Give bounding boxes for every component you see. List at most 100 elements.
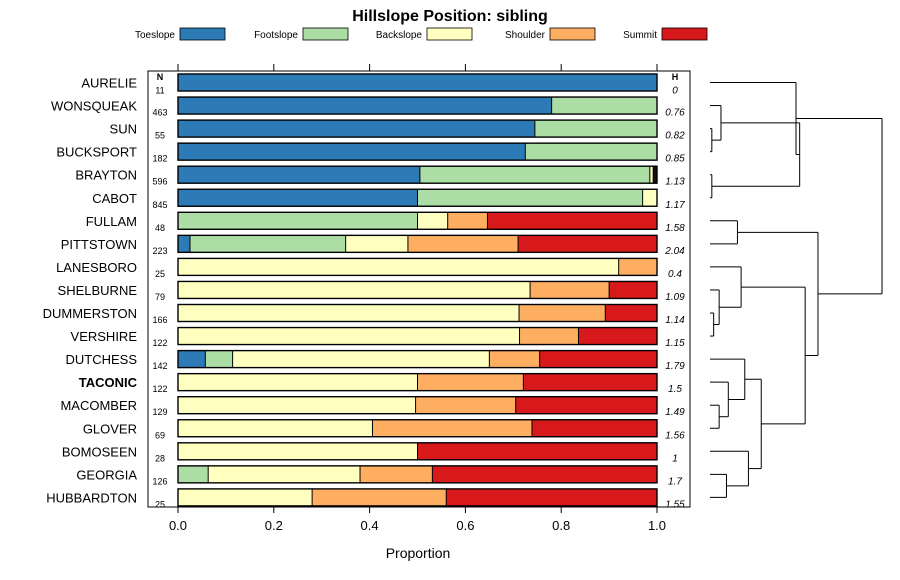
n-value: 223 bbox=[152, 246, 167, 256]
h-value: 0.85 bbox=[665, 154, 685, 165]
bar-segment-backslope bbox=[642, 189, 657, 207]
bar-segment-summit bbox=[523, 373, 657, 391]
bar-outline bbox=[177, 188, 658, 207]
h-value: 1.5 bbox=[668, 384, 682, 395]
bar-segment-backslope bbox=[417, 212, 448, 230]
h-value: 1 bbox=[672, 453, 678, 464]
category-label: TACONIC bbox=[79, 375, 138, 390]
x-tick-label: 0.4 bbox=[361, 518, 379, 533]
n-value: 122 bbox=[152, 338, 167, 348]
bar-outline bbox=[177, 165, 658, 184]
bar-row: AURELIE 11 0 bbox=[81, 73, 678, 97]
bar-segment-footslope bbox=[525, 143, 657, 161]
bar-outline bbox=[177, 280, 658, 300]
bar-outline bbox=[177, 419, 658, 438]
h-value: 1.17 bbox=[665, 200, 685, 211]
bar-segment-shoulder bbox=[312, 488, 447, 506]
bar-segment-summit bbox=[609, 281, 657, 299]
bar-segment-backslope bbox=[178, 396, 416, 414]
bar-segment-backslope bbox=[178, 281, 531, 299]
bar-segment-toeslope bbox=[178, 97, 552, 115]
bar-segment-summit bbox=[417, 442, 657, 460]
bar-segment-summit bbox=[539, 350, 657, 368]
h-value: 0 bbox=[672, 86, 678, 97]
bar-segment-footslope bbox=[178, 465, 209, 483]
h-value: 1.56 bbox=[665, 430, 685, 441]
category-label: VERSHIRE bbox=[71, 329, 138, 344]
n-value: 55 bbox=[155, 131, 165, 141]
bar-segment-backslope bbox=[232, 350, 490, 368]
bar-row: GLOVER 69 1.56 bbox=[83, 419, 685, 441]
category-label: DUTCHESS bbox=[65, 352, 137, 367]
bar-segment-shoulder bbox=[417, 373, 524, 391]
bar-segment-footslope bbox=[205, 350, 233, 368]
n-value: 129 bbox=[152, 407, 167, 417]
bar-row: SHELBURNE 79 1.09 bbox=[58, 280, 685, 303]
bar-segment-toeslope bbox=[178, 166, 420, 184]
n-value: 69 bbox=[155, 430, 165, 440]
bar-segment-backslope bbox=[178, 373, 418, 391]
h-value: 0.82 bbox=[665, 131, 685, 142]
n-value: 28 bbox=[155, 453, 165, 463]
bar-segment-summit bbox=[446, 488, 657, 506]
h-value: 1.7 bbox=[668, 476, 682, 487]
bar-segment-footslope bbox=[189, 235, 346, 253]
legend-swatch-footslope bbox=[302, 27, 349, 41]
chart-title: Hillslope Position: sibling bbox=[352, 8, 548, 25]
n-header: N bbox=[157, 72, 164, 82]
legend-swatch-summit bbox=[661, 27, 708, 41]
bar-segment-backslope bbox=[649, 166, 654, 184]
bar-segment-summit bbox=[531, 419, 657, 437]
h-value: 1.49 bbox=[665, 407, 685, 418]
category-label: PITTSTOWN bbox=[61, 237, 137, 252]
bar-row: LANESBORO 25 0.4 bbox=[56, 257, 682, 280]
bar-segment-footslope bbox=[417, 189, 643, 207]
category-label: MACOMBER bbox=[60, 398, 137, 413]
n-value: 79 bbox=[155, 292, 165, 302]
bar-segment-backslope bbox=[178, 304, 520, 322]
bar-segment-summit bbox=[515, 396, 657, 414]
category-label: SUN bbox=[110, 122, 137, 137]
bar-segment-shoulder bbox=[519, 304, 606, 322]
bar-segment-backslope bbox=[178, 442, 418, 460]
bar-row: HUBBARDTON 25 1.55 bbox=[46, 488, 685, 510]
category-label: GLOVER bbox=[83, 421, 137, 436]
bar-outline bbox=[177, 396, 658, 415]
h-value: 0.76 bbox=[665, 108, 685, 119]
category-label: BRAYTON bbox=[75, 168, 137, 183]
bar-outline bbox=[177, 142, 658, 161]
bar-segment-shoulder bbox=[360, 465, 433, 483]
bar-segment-toeslope bbox=[178, 235, 190, 253]
bar-segment-footslope bbox=[178, 212, 418, 230]
dendrogram bbox=[710, 82, 883, 498]
bar-segment-toeslope bbox=[178, 120, 535, 138]
category-label: FULLAM bbox=[86, 214, 137, 229]
category-label: LANESBORO bbox=[56, 260, 137, 275]
h-value: 1.58 bbox=[665, 223, 685, 234]
legend: Toeslope Footslope Backslope Shoulder Summit bbox=[135, 27, 708, 41]
bar-segment-summit bbox=[605, 304, 657, 322]
bar-segment-footslope bbox=[534, 120, 657, 138]
n-value: 463 bbox=[152, 108, 167, 118]
bar-row: WONSQUEAK 463 0.76 bbox=[51, 96, 685, 119]
bar-outline bbox=[177, 73, 658, 92]
bar-segment-toeslope bbox=[178, 189, 418, 207]
bar-row: BUCKSPORT 182 0.85 bbox=[56, 142, 685, 165]
bar-outline bbox=[177, 326, 658, 346]
n-value: 845 bbox=[152, 200, 167, 210]
bar-segment-shoulder bbox=[489, 350, 540, 368]
bar-segment-toeslope bbox=[178, 74, 657, 91]
bar-segment-summit bbox=[578, 327, 657, 345]
bar-segment-backslope bbox=[208, 465, 361, 483]
bar-row: CABOT 845 1.17 bbox=[92, 188, 685, 211]
bar-row: TACONIC 122 1.5 bbox=[79, 372, 682, 395]
bar-outline bbox=[177, 465, 658, 484]
bar-outline bbox=[177, 488, 658, 507]
bar-segment-shoulder bbox=[372, 419, 532, 437]
h-value: 1.55 bbox=[665, 499, 685, 510]
bar-segment-summit bbox=[432, 465, 657, 483]
n-value: 122 bbox=[152, 384, 167, 394]
legend-label-shoulder: Shoulder bbox=[505, 30, 546, 41]
n-value: 142 bbox=[152, 361, 167, 371]
